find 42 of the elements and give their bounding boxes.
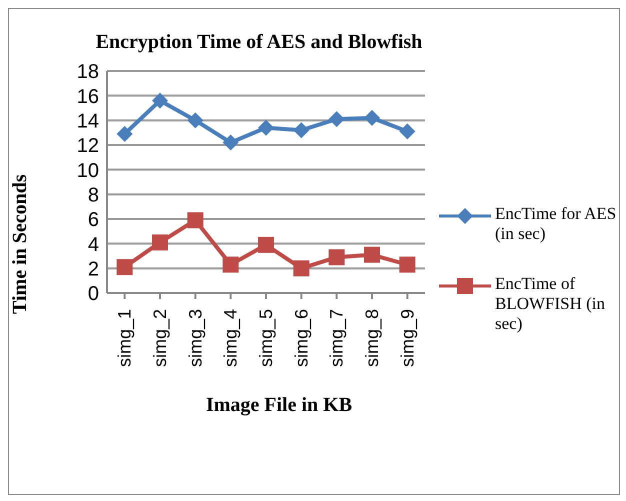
legend-label: EncTime for AES (in sec) (495, 204, 618, 244)
y-tick-label: 16 (76, 86, 99, 108)
point (258, 236, 274, 253)
y-tick-label: 8 (88, 184, 99, 206)
x-tick-label: simg_3 (185, 309, 206, 368)
x-tick-label: simg_6 (291, 309, 312, 368)
point (293, 260, 310, 276)
x-tick-label: simg_4 (220, 309, 241, 368)
point (364, 110, 380, 126)
point (187, 112, 204, 128)
y-axis-title: Time in Seconds (9, 174, 32, 314)
point (116, 259, 133, 276)
y-tick-label: 2 (88, 258, 99, 280)
point (328, 249, 345, 266)
point (399, 256, 416, 273)
point (116, 126, 133, 142)
x-tick-label: simg_1 (114, 309, 135, 368)
point (328, 111, 345, 128)
point (258, 120, 274, 136)
x-tick-label: simg_8 (362, 309, 382, 368)
point (152, 234, 168, 250)
point (293, 122, 310, 138)
y-tick-label: 6 (88, 209, 99, 232)
legend-label: EncTime of BLOWFISH (in sec) (495, 274, 606, 334)
y-tick-label: 10 (76, 160, 99, 182)
y-tick-label: 12 (76, 135, 99, 158)
x-tick-label: simg_5 (256, 309, 276, 368)
y-tick-label: 18 (76, 61, 99, 84)
x-tick-label: simg_7 (326, 309, 347, 368)
point (222, 256, 239, 273)
x-tick-label: simg_9 (397, 309, 418, 368)
point (222, 134, 239, 151)
x-axis-title: Image File in KB (204, 394, 354, 417)
x-tick-label: simg_2 (150, 309, 170, 368)
point (187, 212, 204, 228)
point (152, 92, 168, 109)
y-tick-label: 14 (76, 110, 99, 132)
chart-title: Encryption Time of AES and Blowfish (94, 31, 424, 54)
y-tick-label: 0 (88, 283, 99, 306)
point (399, 123, 416, 140)
y-tick-label: 4 (88, 234, 99, 256)
point (364, 246, 380, 263)
